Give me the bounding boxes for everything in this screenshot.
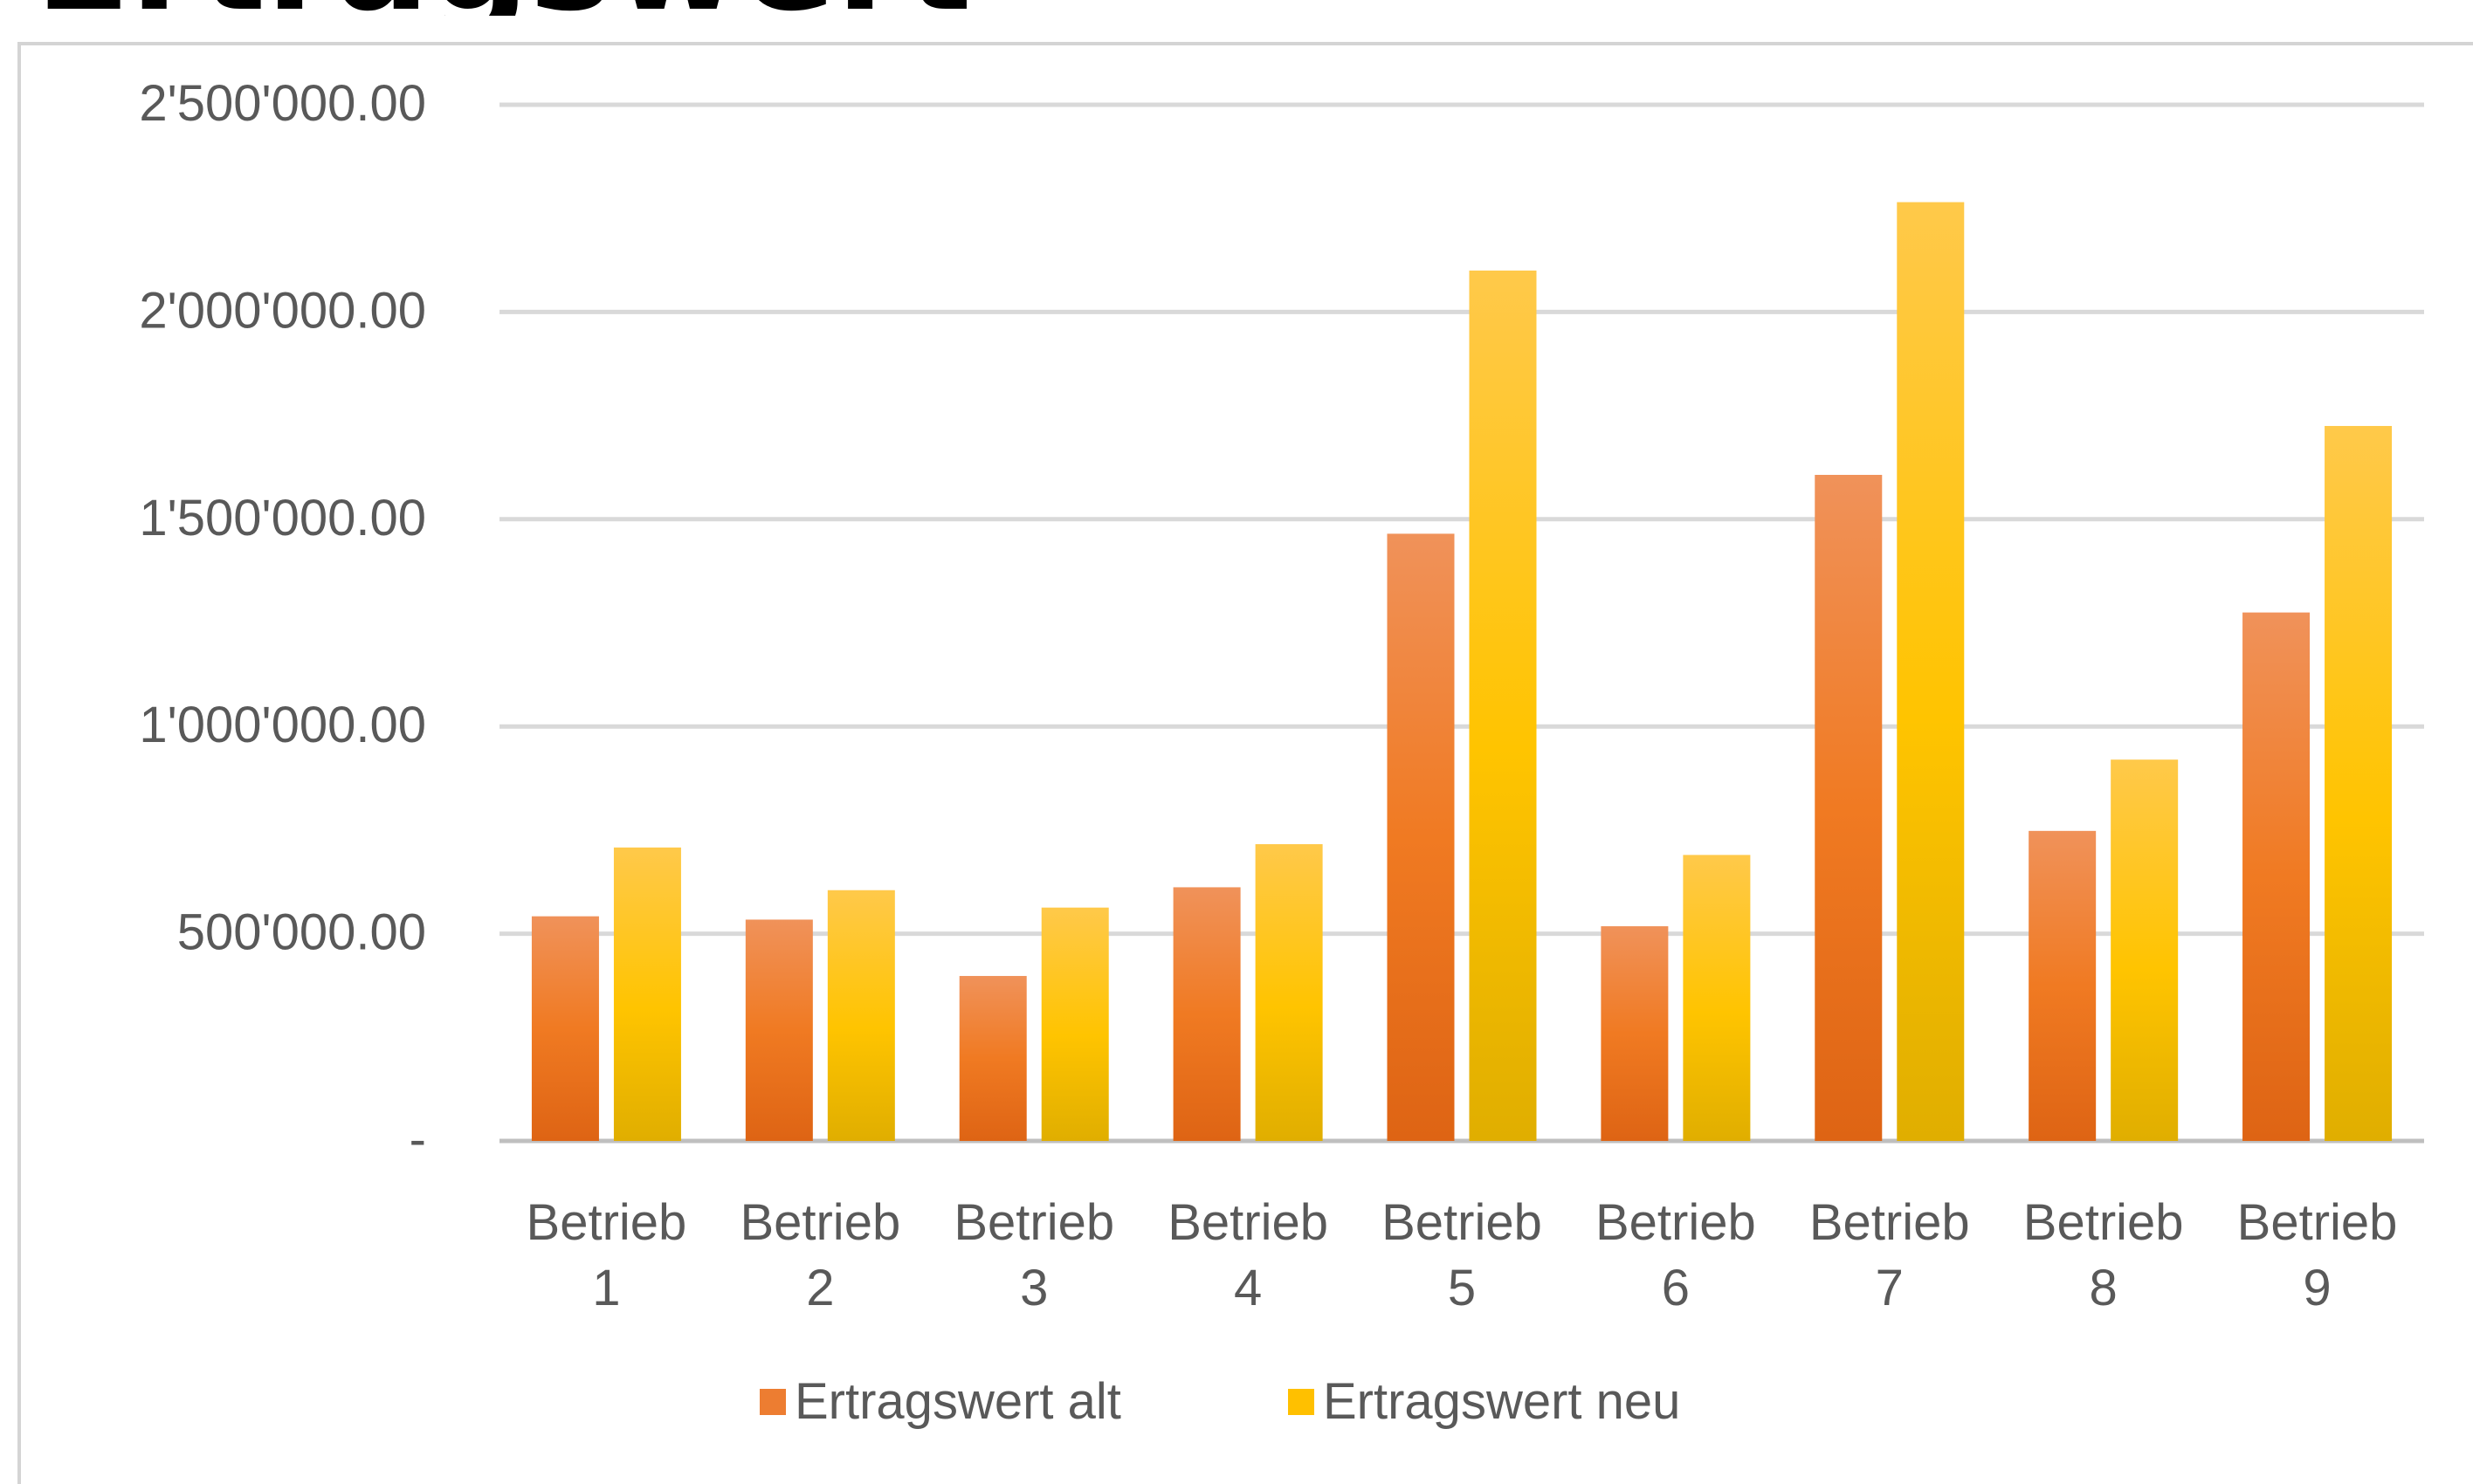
bar-ertragswert-neu	[1041, 907, 1109, 1141]
legend[interactable]: Ertragswert alt Ertragswert neu	[760, 1373, 1680, 1430]
legend-label: Ertragswert alt	[795, 1373, 1121, 1430]
y-tick-label: 2'000'000.00	[139, 282, 426, 339]
bar-ertragswert-neu	[1255, 844, 1323, 1141]
legend-swatch	[1288, 1389, 1314, 1415]
x-tick-label: 9	[2303, 1260, 2331, 1316]
bar-ertragswert-neu	[827, 890, 895, 1141]
x-tick-label: Betrieb	[1595, 1194, 1756, 1251]
x-tick-label: Betrieb	[2237, 1194, 2398, 1251]
x-tick-label: Betrieb	[1168, 1194, 1328, 1251]
x-axis: Betrieb 1 Betrieb 2 Betrieb 3 Betrieb 4 Betrieb 5…	[527, 1194, 2398, 1316]
bar-ertragswert-alt	[531, 916, 599, 1141]
bar-ertragswert-alt	[1387, 533, 1455, 1141]
x-tick-label: Betrieb	[1381, 1194, 1542, 1251]
bar-ertragswert-neu	[1897, 202, 1965, 1141]
page-title-clipped: Ertragswert	[0, 0, 2473, 16]
bar-ertragswert-alt	[1815, 474, 1883, 1141]
x-tick-label: Betrieb	[1809, 1194, 1970, 1251]
y-axis: - 500'000.00 1'000'000.00 1'500'000.00 2'000…	[139, 75, 426, 1168]
bar-ertragswert-alt	[959, 976, 1027, 1141]
x-tick-label: Betrieb	[527, 1194, 687, 1251]
y-tick-label: 2'500'000.00	[139, 75, 426, 132]
x-tick-label: 4	[1234, 1260, 1262, 1316]
x-tick-label: 7	[1876, 1260, 1904, 1316]
y-tick-label: 1'500'000.00	[139, 490, 426, 546]
bar-ertragswert-neu	[2325, 425, 2393, 1142]
y-tick-label: 500'000.00	[177, 904, 426, 961]
x-tick-label: Betrieb	[2023, 1194, 2184, 1251]
x-tick-label: 6	[1662, 1260, 1690, 1316]
gridlines	[499, 102, 2424, 1144]
bar-ertragswert-alt	[2242, 612, 2311, 1141]
page-title: Ertragswert	[35, 0, 972, 16]
x-tick-label: Betrieb	[954, 1194, 1114, 1251]
x-tick-label: 8	[2090, 1260, 2118, 1316]
x-tick-label: 5	[1448, 1260, 1476, 1316]
x-tick-label: 1	[592, 1260, 620, 1316]
bar-ertragswert-alt	[745, 919, 813, 1141]
bar-ertragswert-neu	[1469, 270, 1537, 1141]
bar-ertragswert-alt	[2029, 830, 2097, 1141]
legend-swatch	[760, 1389, 786, 1415]
x-tick-label: 2	[806, 1260, 834, 1316]
bar-ertragswert-neu	[1683, 855, 1751, 1141]
bar-ertragswert-alt	[1173, 887, 1241, 1141]
x-tick-label: Betrieb	[740, 1194, 900, 1251]
bar-ertragswert-alt	[1601, 926, 1669, 1141]
bar-ertragswert-neu	[2111, 759, 2179, 1141]
legend-label: Ertragswert neu	[1323, 1373, 1680, 1430]
chart-frame-left	[17, 42, 21, 1484]
y-tick-label: 1'000'000.00	[139, 697, 426, 753]
chart-frame-top	[17, 42, 2473, 45]
bar-ertragswert-neu	[613, 847, 681, 1141]
x-tick-label: 3	[1020, 1260, 1048, 1316]
bars	[531, 202, 2393, 1142]
y-tick-label: -	[410, 1111, 426, 1168]
